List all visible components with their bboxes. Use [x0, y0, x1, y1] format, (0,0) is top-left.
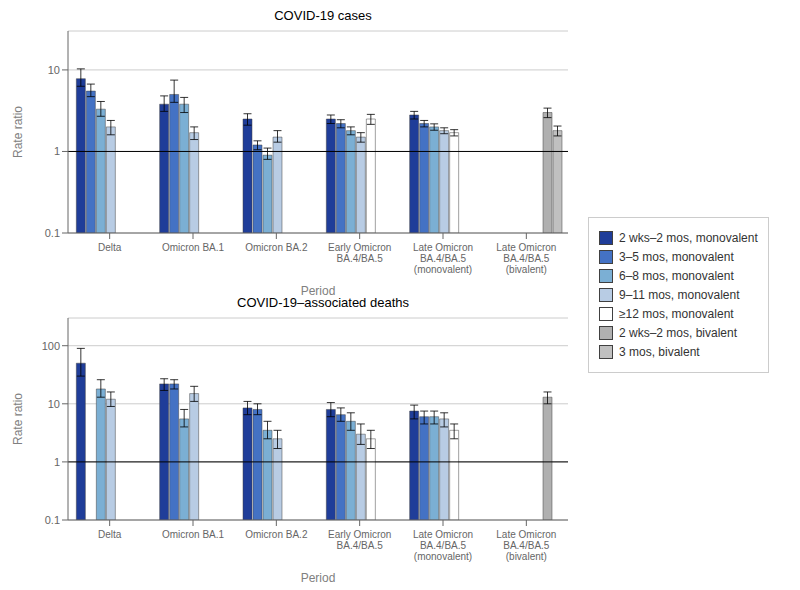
svg-text:Period: Period [301, 284, 336, 295]
svg-text:Late OmicronBA.4/BA.5(monovale: Late OmicronBA.4/BA.5(monovalent) [413, 242, 473, 275]
svg-text:0.1: 0.1 [45, 227, 60, 239]
html-text:COVID-19–associated deaths: COVID-19–associated deaths [237, 295, 409, 310]
html-text:≥12 mos, monovalent: ≥12 mos, monovalent [619, 307, 734, 321]
svg-text:100: 100 [42, 340, 60, 352]
html-text:COVID-19 cases: COVID-19 cases [274, 8, 372, 23]
svg-text:Late OmicronBA.4/BA.5(bivalent: Late OmicronBA.4/BA.5(bivalent) [496, 242, 556, 275]
svg-text:1: 1 [54, 145, 60, 157]
svg-text:0.1: 0.1 [45, 514, 60, 526]
svg-text:Omicron BA.1: Omicron BA.1 [162, 529, 225, 540]
svg-text:10: 10 [48, 398, 60, 410]
svg-text:Period: Period [301, 571, 336, 582]
html-text:6–8 mos, monovalent: 6–8 mos, monovalent [619, 269, 734, 283]
html-text:2 wks–2 mos, monovalent: 2 wks–2 mos, monovalent [619, 231, 758, 245]
html-text:3–5 mos, monovalent: 3–5 mos, monovalent [619, 250, 734, 264]
svg-text:Omicron BA.1: Omicron BA.1 [162, 242, 225, 253]
svg-text:Delta: Delta [98, 242, 122, 253]
svg-text:Omicron BA.2: Omicron BA.2 [245, 242, 308, 253]
svg-text:Early OmicronBA.4/BA.5: Early OmicronBA.4/BA.5 [328, 529, 391, 551]
svg-text:Rate ratio: Rate ratio [11, 393, 25, 445]
html-text:3 mos, bivalent: 3 mos, bivalent [619, 345, 700, 359]
svg-text:Late OmicronBA.4/BA.5(monovale: Late OmicronBA.4/BA.5(monovalent) [413, 529, 473, 562]
html-text:9–11 mos, monovalent: 9–11 mos, monovalent [619, 288, 740, 302]
svg-text:Early OmicronBA.4/BA.5: Early OmicronBA.4/BA.5 [328, 242, 391, 264]
svg-text:Omicron BA.2: Omicron BA.2 [245, 529, 308, 540]
svg-text:1: 1 [54, 456, 60, 468]
svg-text:Late OmicronBA.4/BA.5(bivalent: Late OmicronBA.4/BA.5(bivalent) [496, 529, 556, 562]
html-text:2 wks–2 mos, bivalent: 2 wks–2 mos, bivalent [619, 326, 738, 340]
svg-text:Delta: Delta [98, 529, 122, 540]
svg-text:Rate ratio: Rate ratio [11, 106, 25, 158]
svg-text:10: 10 [48, 64, 60, 76]
